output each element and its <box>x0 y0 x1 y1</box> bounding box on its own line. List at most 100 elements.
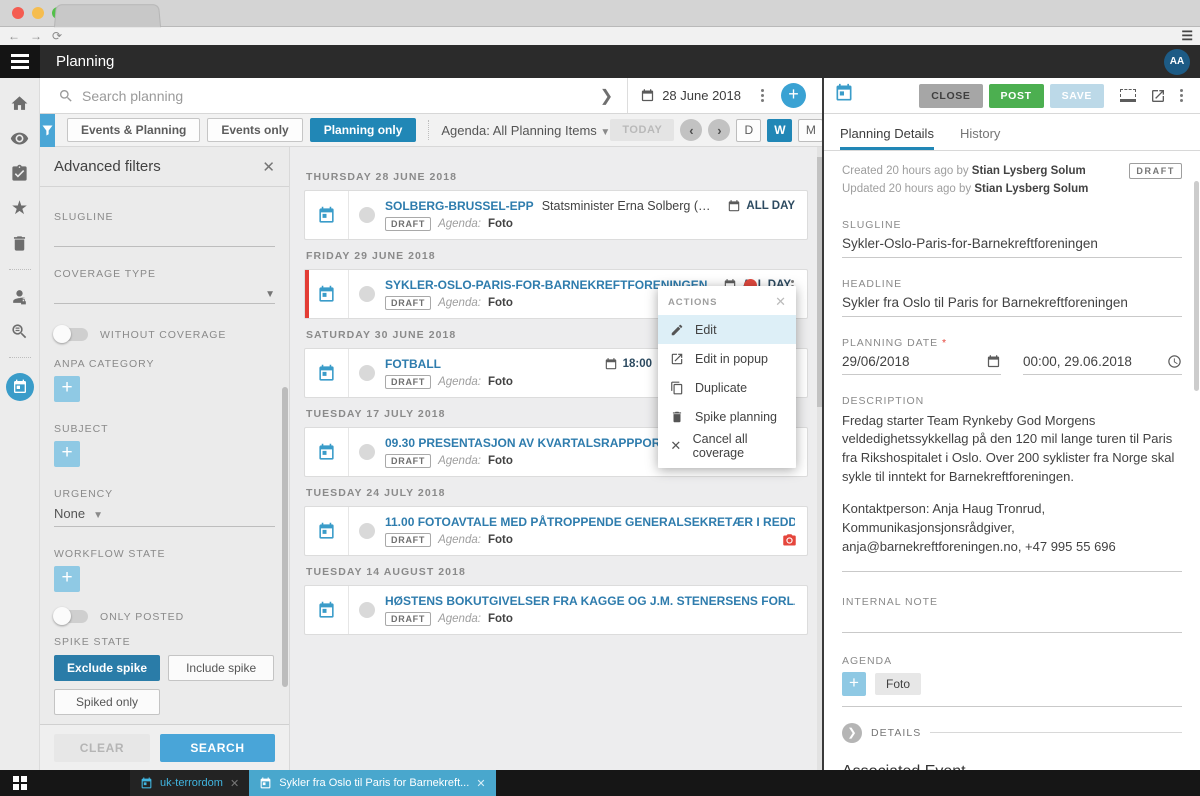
calendar-icon <box>725 279 736 291</box>
select-circle[interactable] <box>349 523 385 539</box>
slugline-field[interactable]: Sykler-Oslo-Paris-for-Barnekreftforening… <box>842 236 1182 258</box>
filters-scrollbar[interactable] <box>282 387 288 687</box>
planning-date-field[interactable]: 29/06/2018 <box>842 354 1001 375</box>
search-button[interactable]: SEARCH <box>159 733 275 762</box>
avatar[interactable]: AA <box>1164 48 1190 75</box>
state-badge: DRAFT <box>1129 163 1182 179</box>
workspace-tab-sykler[interactable]: Sykler fra Oslo til Paris for Barnekreft… <box>249 770 496 796</box>
tab-planning-only[interactable]: Planning only <box>309 118 417 142</box>
add-anpa-category-button[interactable]: + <box>54 376 80 402</box>
view-day-button[interactable]: D <box>736 118 762 142</box>
archive-search-icon[interactable] <box>9 320 31 342</box>
page-title: Planning <box>56 53 115 70</box>
slugline-filter-input[interactable] <box>54 223 275 247</box>
search-more-icon[interactable] <box>753 87 771 104</box>
browser-forward-icon[interactable]: → <box>30 29 42 43</box>
browser-reload-icon[interactable]: ⟳ <box>52 29 63 43</box>
close-tab-icon[interactable]: ✕ <box>476 777 486 790</box>
editor-scrollbar[interactable] <box>1194 181 1199 391</box>
tab-history[interactable]: History <box>959 126 1001 141</box>
close-actions-icon[interactable]: ✕ <box>775 294 786 309</box>
left-rail: ★ <box>0 78 40 770</box>
browser-back-icon[interactable]: ← <box>8 29 20 43</box>
search-expand-icon[interactable]: ❯ <box>599 87 614 105</box>
editor-more-icon[interactable] <box>1172 87 1190 104</box>
select-circle[interactable] <box>349 365 385 381</box>
date-jump-control[interactable]: 28 June 2018 <box>627 78 753 113</box>
details-divider <box>930 732 1182 734</box>
add-workflow-state-button[interactable]: + <box>54 566 80 592</box>
clear-button[interactable]: CLEAR <box>54 733 150 762</box>
calendar-icon <box>642 89 654 102</box>
planning-active-icon[interactable] <box>5 373 34 401</box>
current-date-label: 28 June 2018 <box>662 88 741 103</box>
close-tab-icon[interactable]: ✕ <box>229 777 240 790</box>
app-menu-button[interactable] <box>0 45 40 78</box>
starred-icon[interactable]: ★ <box>10 197 29 219</box>
workspace-grid-icon[interactable] <box>0 770 40 796</box>
close-filters-icon[interactable]: ✕ <box>262 158 275 176</box>
window-close-icon[interactable] <box>12 7 24 19</box>
view-month-button[interactable]: M <box>798 118 824 142</box>
agenda-chip[interactable]: Foto <box>875 672 922 695</box>
coverage-type-select[interactable]: ▼ <box>54 280 275 304</box>
spiked-only-button[interactable]: Spiked only <box>54 689 161 715</box>
details-toggle[interactable]: ❯ DETAILS <box>842 722 1182 743</box>
list-scrollbar-track[interactable] <box>817 147 822 770</box>
tab-planning-details[interactable]: Planning Details <box>840 126 934 150</box>
without-coverage-toggle[interactable] <box>53 325 88 343</box>
create-new-button[interactable]: + <box>781 83 806 108</box>
planning-item-icon <box>305 191 349 239</box>
today-button[interactable]: TODAY <box>610 119 675 141</box>
search-input[interactable] <box>82 87 586 104</box>
minimize-editor-icon[interactable] <box>1120 89 1136 102</box>
browser-tab[interactable] <box>53 4 162 28</box>
planning-time-field[interactable]: 00:00, 29.06.2018 <box>1023 354 1182 375</box>
select-circle[interactable] <box>349 207 385 223</box>
workspace-tab-uk-terrordom[interactable]: uk-terrordom ✕ <box>130 770 250 796</box>
action-spike-planning[interactable]: Spike planning <box>658 402 796 431</box>
funnel-icon <box>42 125 53 135</box>
open-in-popup-icon[interactable] <box>1150 88 1166 104</box>
urgency-label: URGENCY <box>54 488 114 500</box>
select-circle[interactable] <box>349 602 385 618</box>
select-circle[interactable] <box>349 286 385 302</box>
monitoring-eye-icon[interactable] <box>9 127 31 149</box>
spike-trash-icon[interactable] <box>9 232 31 254</box>
internal-note-field[interactable] <box>842 613 1182 633</box>
exclude-spike-button[interactable]: Exclude spike <box>54 655 161 681</box>
action-edit-in-popup[interactable]: Edit in popup <box>658 344 796 373</box>
post-button[interactable]: POST <box>988 83 1044 108</box>
item-slugline: SOLBERG-BRUSSEL-EPP <box>385 199 534 213</box>
clock-icon <box>1168 354 1181 368</box>
advanced-filters-toggle[interactable] <box>40 113 55 147</box>
close-button[interactable]: CLOSE <box>919 83 983 108</box>
include-spike-button[interactable]: Include spike <box>168 655 275 681</box>
tab-events-and-planning[interactable]: Events & Planning <box>67 118 201 142</box>
planning-item[interactable]: HØSTENS BOKUTGIVELSER FRA KAGGE OG J.M. … <box>304 585 808 635</box>
add-agenda-button[interactable]: + <box>842 671 866 696</box>
planning-item[interactable]: SOLBERG-BRUSSEL-EPP Statsminister Erna S… <box>304 190 808 240</box>
planning-item[interactable]: 11.00 FOTOAVTALE MED PÅTROPPENDE GENERAL… <box>304 506 808 556</box>
tasks-icon[interactable] <box>9 162 31 184</box>
prev-period-button[interactable]: ‹ <box>680 119 703 141</box>
home-icon[interactable] <box>9 92 31 114</box>
action-duplicate[interactable]: Duplicate <box>658 373 796 402</box>
agenda-dropdown[interactable]: Agenda: All Planning Items ▼ <box>441 122 611 138</box>
action-edit[interactable]: Edit <box>658 315 796 344</box>
description-field[interactable]: Fredag starter Team Rynkeby God Morgens … <box>842 412 1182 572</box>
action-cancel-all-coverage[interactable]: ✕ Cancel all coverage <box>670 431 748 460</box>
next-period-button[interactable]: › <box>708 119 731 141</box>
list-scrollbar-thumb[interactable] <box>817 157 822 407</box>
window-minimize-icon[interactable] <box>32 7 44 19</box>
browser-menu-icon[interactable]: ☰ <box>1181 28 1193 43</box>
view-week-button[interactable]: W <box>767 118 793 142</box>
tab-events-only[interactable]: Events only <box>207 118 303 142</box>
select-circle[interactable] <box>349 444 385 460</box>
headline-field[interactable]: Sykler fra Oslo til Paris for Barnekreft… <box>842 295 1182 317</box>
users-icon[interactable] <box>9 285 31 307</box>
only-posted-toggle[interactable] <box>53 607 88 625</box>
add-subject-button[interactable]: + <box>54 441 80 467</box>
save-button[interactable]: SAVE <box>1049 83 1104 108</box>
urgency-select[interactable]: None ▼ <box>54 506 275 527</box>
